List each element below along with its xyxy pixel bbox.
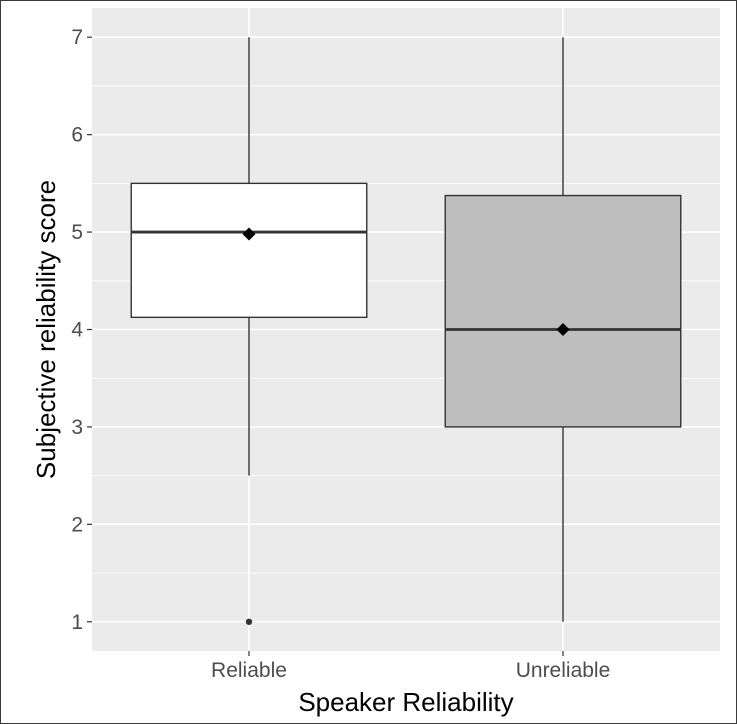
y-tick-label: 7 [71, 26, 83, 49]
y-tick-label: 5 [71, 221, 83, 244]
mean-marker [242, 227, 256, 241]
x-tick-label: Unreliable [516, 659, 611, 682]
y-axis-title: Subjective reliability score [31, 180, 61, 479]
y-tick-label: 4 [71, 319, 83, 342]
y-tick-label: 2 [71, 513, 83, 536]
mean-marker [556, 323, 570, 336]
box-iqr [130, 182, 368, 319]
box-unreliable [444, 37, 682, 622]
y-axis: 1 2 3 4 5 6 7 [71, 26, 92, 634]
box-iqr [444, 194, 682, 428]
y-tick-label: 3 [71, 416, 83, 439]
x-axis: Reliable Unreliable [211, 651, 610, 682]
boxes [130, 37, 682, 625]
x-tick-label: Reliable [211, 659, 287, 682]
box-reliable [130, 37, 368, 625]
x-axis-title: Speaker Reliability [298, 687, 513, 717]
outlier-point [245, 618, 253, 625]
y-tick-label: 1 [71, 611, 83, 634]
y-tick-label: 6 [71, 124, 83, 147]
